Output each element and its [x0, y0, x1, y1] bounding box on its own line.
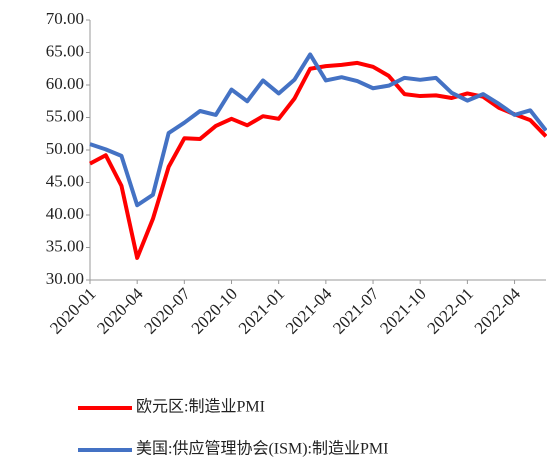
x-tick-label: 2021-10 [376, 284, 430, 338]
legend-label: 欧元区:制造业PMI [136, 398, 265, 416]
series-line [89, 52, 547, 208]
x-tick-label: 2021-01 [235, 284, 289, 338]
x-tick-label: 2021-07 [329, 284, 383, 338]
series-line [89, 60, 547, 260]
x-tick-label: 2021-04 [282, 284, 336, 338]
legend-label: 美国:供应管理协会(ISM):制造业PMI [136, 439, 388, 458]
y-tick-label: 30.00 [46, 269, 84, 288]
y-tick-label: 65.00 [46, 41, 84, 60]
x-tick-label: 2020-04 [93, 284, 147, 338]
y-tick-label: 60.00 [46, 74, 84, 93]
y-tick-label: 50.00 [46, 139, 84, 158]
x-tick-label: 2020-01 [46, 284, 100, 338]
y-tick-label: 55.00 [46, 106, 84, 125]
y-tick-label: 40.00 [46, 204, 84, 223]
x-tick-label: 2020-07 [140, 284, 194, 338]
y-tick-label: 45.00 [46, 171, 84, 190]
y-tick-label: 35.00 [46, 236, 84, 255]
x-tick-label: 2022-01 [423, 284, 477, 338]
x-tick-label: 2020-10 [188, 284, 242, 338]
y-tick-label: 70.00 [46, 9, 84, 28]
x-tick-label: 2022-04 [471, 284, 525, 338]
